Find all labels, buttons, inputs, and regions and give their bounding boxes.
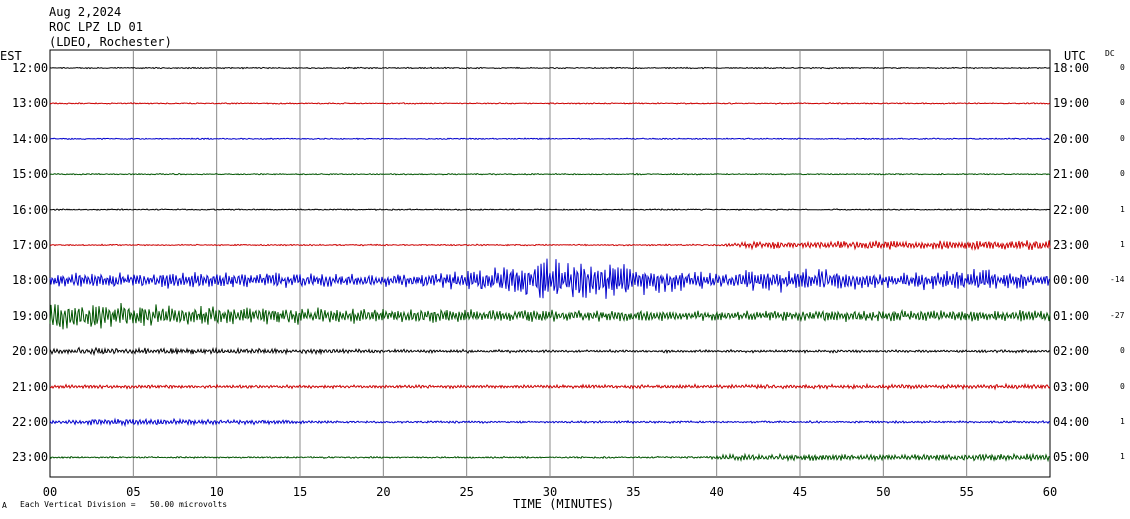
- seismic-trace: [49, 346, 1051, 357]
- dc-offset-label: 1: [1120, 452, 1125, 462]
- seismic-trace: [49, 102, 1051, 105]
- utc-time-label: 02:00: [1053, 344, 1090, 359]
- seismic-trace: [49, 302, 1051, 330]
- utc-time-label: 18:00: [1053, 61, 1090, 75]
- seismic-trace: [49, 66, 1051, 70]
- utc-time-label: 20:00: [1053, 131, 1090, 146]
- x-tick-label: 55: [959, 485, 973, 499]
- dc-offset-label: -27: [1110, 310, 1125, 320]
- dc-offset-label: 0: [1120, 98, 1125, 108]
- seismic-trace: [49, 452, 1050, 463]
- utc-time-label: 05:00: [1053, 450, 1090, 465]
- utc-time-label: 19:00: [1053, 96, 1090, 111]
- x-axis-ticks: 00 05 10 15 20 25 30 35 40 45 50 55 60: [43, 485, 1057, 499]
- est-time-label: 15:00: [12, 167, 49, 182]
- est-time-label: 14:00: [12, 131, 49, 146]
- grid-lines: [132, 50, 968, 477]
- seismic-trace: [49, 417, 1051, 428]
- scale-note: Each Vertical Division = 50.00 microvolt…: [20, 500, 228, 509]
- x-tick-label: 45: [793, 485, 807, 499]
- utc-time-label: 04:00: [1053, 415, 1090, 429]
- utc-time-label: 03:00: [1053, 379, 1090, 394]
- dc-axis-title: DC: [1105, 49, 1115, 58]
- dc-offset-label: 0: [1120, 63, 1125, 72]
- utc-time-label: 23:00: [1053, 238, 1090, 252]
- dc-offset-label: 0: [1120, 381, 1125, 391]
- x-tick-label: 35: [626, 485, 640, 499]
- est-time-label: 21:00: [12, 379, 49, 394]
- est-time-label: 23:00: [12, 450, 49, 465]
- dc-offset-label: 1: [1120, 204, 1125, 214]
- est-time-label: 20:00: [12, 344, 49, 359]
- x-tick-label: 60: [1043, 485, 1057, 499]
- utc-time-label: 22:00: [1053, 202, 1090, 217]
- x-tick-label: 25: [459, 485, 473, 499]
- x-tick-label: 50: [876, 485, 890, 499]
- x-tick-label: 15: [293, 485, 307, 499]
- utc-time-label: 01:00: [1053, 308, 1090, 323]
- est-axis-title: EST: [0, 49, 22, 63]
- est-time-label: 22:00: [12, 415, 49, 429]
- est-time-label: 19:00: [12, 308, 49, 323]
- seismic-trace: [49, 258, 1051, 299]
- x-tick-label: 00: [43, 485, 57, 499]
- seismic-trace: [49, 382, 1051, 391]
- est-time-label: 12:00: [12, 61, 49, 75]
- seismic-trace: [49, 240, 1051, 251]
- x-axis-title: TIME (MINUTES): [513, 497, 615, 511]
- est-time-label: 16:00: [12, 202, 49, 217]
- dc-offset-label: 0: [1120, 346, 1125, 356]
- dc-offset-label: 0: [1120, 133, 1125, 143]
- dc-offset-label: 0: [1120, 169, 1125, 179]
- scale-mark: A: [2, 501, 7, 510]
- header-station: ROC LPZ LD 01: [49, 20, 143, 34]
- x-tick-label: 10: [209, 485, 223, 499]
- est-time-label: 18:00: [12, 273, 49, 288]
- est-time-label: 17:00: [12, 238, 49, 252]
- est-time-label: 13:00: [12, 96, 49, 111]
- dc-offset-label: -14: [1110, 275, 1125, 285]
- header-date: Aug 2,2024: [49, 5, 122, 19]
- x-tick-label: 40: [709, 485, 723, 499]
- utc-time-label: 21:00: [1053, 167, 1090, 182]
- x-tick-label: 20: [376, 485, 390, 499]
- x-tick-label: 30: [543, 485, 557, 499]
- utc-axis-title: UTC: [1064, 49, 1086, 63]
- utc-time-label: 00:00: [1053, 273, 1090, 288]
- header-network: (LDEO, Rochester): [49, 35, 172, 49]
- seismic-trace: [49, 137, 1051, 141]
- dc-offset-label: 1: [1120, 417, 1125, 426]
- seismic-trace: [49, 208, 1051, 211]
- seismic-trace: [49, 172, 1050, 176]
- dc-offset-label: 1: [1120, 240, 1125, 249]
- seismogram-traces: [49, 66, 1051, 463]
- x-tick-label: 05: [126, 485, 140, 499]
